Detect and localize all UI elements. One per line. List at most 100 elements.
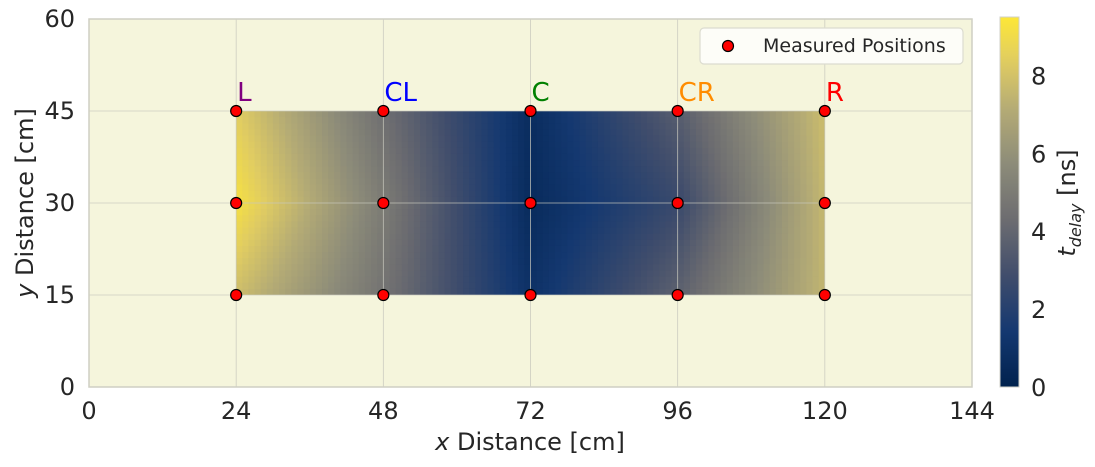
heat-cell	[254, 239, 262, 247]
heat-cell	[745, 160, 752, 167]
heat-cell	[696, 129, 703, 137]
heat-cell	[628, 111, 636, 118]
heat-cell	[377, 117, 384, 124]
heat-cell	[763, 153, 771, 161]
heat-cell	[328, 166, 335, 173]
heat-cell	[438, 117, 446, 124]
heat-cell	[548, 178, 556, 186]
heat-cell	[720, 288, 728, 295]
heat-cell	[585, 196, 593, 204]
heat-cell	[456, 123, 464, 130]
heat-cell	[395, 160, 403, 167]
heat-cell	[413, 276, 421, 284]
heat-cell	[236, 135, 243, 143]
heat-cell	[450, 123, 458, 130]
heat-cell	[358, 221, 366, 229]
heat-cell	[702, 111, 709, 118]
heat-cell	[260, 117, 268, 124]
heat-cell	[469, 172, 476, 180]
heat-cell	[254, 111, 262, 118]
heat-cell	[481, 221, 489, 229]
heat-cell	[781, 117, 789, 124]
heat-cell	[272, 190, 280, 198]
heat-cell	[708, 227, 716, 235]
heat-cell	[512, 153, 519, 161]
heat-cell	[328, 215, 335, 222]
heat-cell	[346, 190, 354, 198]
heat-cell	[573, 209, 581, 216]
heat-cell	[371, 221, 378, 229]
heat-cell	[371, 184, 378, 192]
heat-cell	[322, 141, 329, 149]
heat-cell	[788, 221, 795, 229]
heat-cell	[432, 233, 440, 241]
heat-cell	[585, 282, 593, 290]
heat-cell	[505, 264, 513, 272]
heat-cell	[254, 196, 262, 204]
heat-cell	[322, 190, 329, 198]
heat-cell	[426, 153, 433, 161]
heat-cell	[659, 245, 666, 253]
heat-cell	[499, 129, 507, 137]
heat-cell	[714, 160, 722, 167]
heat-cell	[622, 141, 630, 149]
heat-cell	[364, 172, 372, 180]
heat-cell	[696, 203, 703, 210]
heat-cell	[487, 270, 495, 278]
heat-cell	[438, 282, 446, 290]
heat-cell	[806, 129, 814, 137]
heat-cell	[334, 190, 342, 198]
heat-cell	[597, 227, 605, 235]
heat-cell	[242, 215, 250, 222]
heat-cell	[463, 258, 470, 265]
heat-cell	[610, 117, 617, 124]
heat-cell	[420, 111, 427, 118]
heat-cell	[475, 227, 483, 235]
heat-cell	[597, 123, 605, 130]
heat-cell	[640, 276, 648, 284]
heat-cell	[610, 233, 617, 241]
heat-cell	[573, 258, 581, 265]
heat-cell	[444, 239, 452, 247]
heat-cell	[622, 117, 630, 124]
heat-cell	[352, 160, 360, 167]
heat-cell	[291, 123, 299, 130]
heat-cell	[567, 288, 575, 295]
heat-cell	[493, 196, 501, 204]
heat-cell	[346, 141, 354, 149]
heat-cell	[364, 184, 372, 192]
legend-box	[699, 27, 964, 65]
heat-cell	[352, 227, 360, 235]
heat-cell	[683, 147, 691, 155]
heat-cell	[481, 276, 489, 284]
heat-cell	[781, 123, 789, 130]
heat-cell	[555, 215, 562, 222]
heat-cell	[653, 233, 660, 241]
heat-cell	[340, 203, 348, 210]
heat-cell	[781, 172, 789, 180]
heat-cell	[536, 129, 544, 137]
heat-cell	[456, 239, 464, 247]
heat-cell	[401, 172, 409, 180]
heat-cell	[720, 141, 728, 149]
heat-cell	[407, 135, 415, 143]
heat-cell	[757, 245, 765, 253]
heat-cell	[714, 111, 722, 118]
heat-cell	[738, 288, 746, 295]
heat-cell	[285, 221, 292, 229]
heat-cell	[597, 252, 605, 259]
x-tick-label: 48	[368, 397, 399, 425]
heat-cell	[395, 215, 403, 222]
heat-cell	[395, 196, 403, 204]
heat-cell	[788, 239, 795, 247]
heat-cell	[628, 147, 636, 155]
heat-cell	[279, 215, 286, 222]
heat-cell	[426, 117, 433, 124]
heat-cell	[291, 141, 299, 149]
heat-cell	[555, 227, 562, 235]
heat-cell	[738, 258, 746, 265]
heat-cell	[542, 184, 550, 192]
heat-cell	[413, 123, 421, 130]
heat-cell	[775, 190, 783, 198]
heat-cell	[499, 117, 507, 124]
